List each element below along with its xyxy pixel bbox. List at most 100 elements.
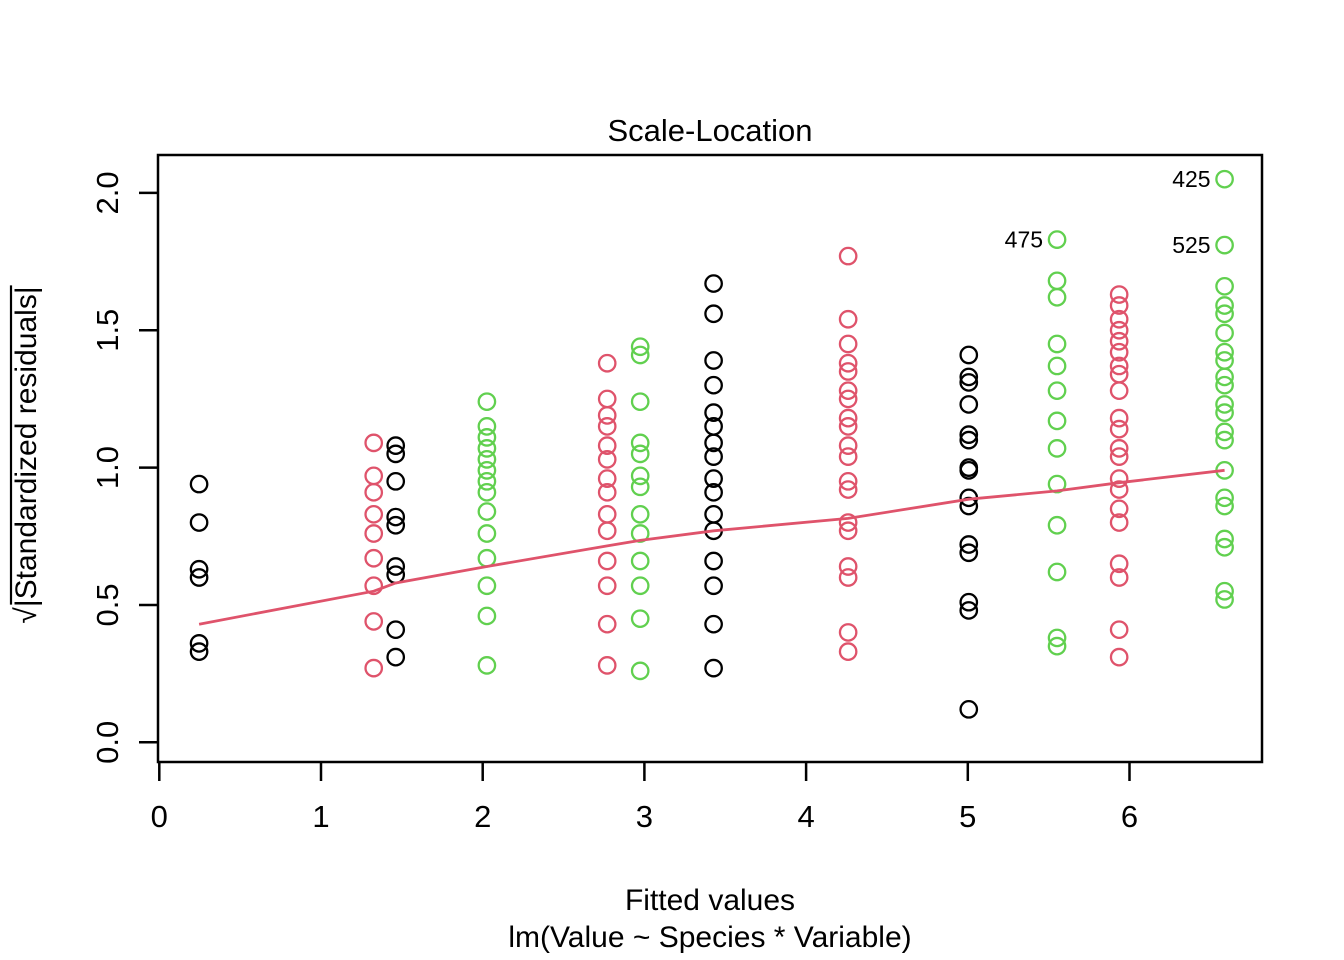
data-point bbox=[630, 576, 650, 596]
data-point bbox=[477, 606, 497, 626]
point-label: 525 bbox=[1172, 232, 1210, 258]
data-point bbox=[386, 471, 406, 491]
data-point bbox=[704, 351, 723, 370]
data-point bbox=[597, 482, 617, 502]
data-point bbox=[364, 466, 384, 486]
data-point bbox=[959, 373, 979, 392]
smooth-line bbox=[198, 468, 1225, 626]
data-point bbox=[1109, 513, 1129, 532]
data-point bbox=[1215, 342, 1234, 362]
data-point bbox=[1215, 323, 1234, 343]
data-point bbox=[1109, 419, 1129, 439]
data-point bbox=[838, 521, 858, 541]
data-point bbox=[597, 656, 617, 675]
data-point bbox=[1215, 403, 1234, 423]
data-point bbox=[1109, 647, 1129, 667]
data-point bbox=[838, 381, 858, 401]
data-point bbox=[838, 568, 858, 587]
data-point bbox=[597, 417, 617, 436]
data-point bbox=[838, 436, 858, 455]
data-point bbox=[630, 433, 650, 453]
data-point bbox=[1215, 422, 1234, 442]
data-point bbox=[1109, 381, 1129, 401]
data-point bbox=[838, 389, 858, 409]
smooth-curve bbox=[198, 468, 1225, 626]
data-point bbox=[1215, 296, 1234, 315]
y-axis-label-text: √|Standardized residuals| bbox=[10, 286, 43, 623]
data-point bbox=[630, 609, 650, 629]
data-point bbox=[1047, 287, 1067, 307]
data-point bbox=[1047, 515, 1067, 535]
data-point bbox=[1047, 562, 1067, 582]
data-point bbox=[838, 417, 858, 436]
data-point bbox=[704, 576, 723, 596]
data-point bbox=[1109, 408, 1129, 428]
data-point bbox=[1047, 356, 1067, 376]
data-point bbox=[838, 642, 858, 661]
data-point bbox=[597, 551, 617, 571]
chart-title: Scale-Location bbox=[607, 113, 812, 148]
data-point bbox=[1109, 620, 1129, 640]
data-point bbox=[597, 389, 617, 409]
data-point bbox=[1215, 430, 1234, 450]
data-point bbox=[597, 436, 617, 455]
data-point bbox=[959, 460, 979, 480]
data-point bbox=[838, 246, 858, 266]
data-point bbox=[1109, 554, 1129, 574]
data-points bbox=[189, 169, 1234, 719]
data-point bbox=[959, 367, 979, 387]
data-point bbox=[704, 469, 723, 488]
y-tick-label: 2.0 bbox=[90, 171, 125, 214]
axis-ticks bbox=[139, 191, 1131, 781]
data-point bbox=[364, 658, 384, 678]
x-axis-label: Fitted values bbox=[625, 884, 795, 917]
plot-border bbox=[156, 153, 1264, 764]
point-label: 475 bbox=[1005, 227, 1043, 253]
data-point bbox=[838, 334, 858, 354]
data-point bbox=[959, 345, 979, 365]
data-point bbox=[1109, 356, 1129, 376]
data-point bbox=[386, 515, 406, 535]
data-point bbox=[386, 436, 406, 455]
data-point bbox=[1215, 488, 1234, 508]
data-point bbox=[630, 337, 650, 357]
x-tick-label: 4 bbox=[797, 799, 814, 834]
x-tick-label: 2 bbox=[474, 799, 491, 834]
point-label: 425 bbox=[1172, 166, 1210, 192]
y-axis-label: √|Standardized residuals| bbox=[9, 285, 43, 624]
data-point bbox=[838, 480, 858, 499]
model-caption: lm(Value ~ Species * Variable) bbox=[508, 921, 911, 954]
data-point bbox=[189, 559, 209, 579]
data-point bbox=[1047, 628, 1067, 648]
data-point bbox=[597, 576, 617, 596]
data-point bbox=[1215, 375, 1234, 395]
data-point bbox=[597, 614, 617, 634]
data-point bbox=[959, 395, 979, 414]
point-labels: 425 475 525 bbox=[1005, 166, 1211, 258]
data-point bbox=[189, 634, 209, 653]
data-point bbox=[477, 524, 497, 543]
data-point bbox=[1215, 235, 1234, 255]
data-point bbox=[477, 502, 497, 521]
data-point bbox=[1109, 568, 1129, 587]
data-point bbox=[1047, 381, 1067, 401]
data-point bbox=[189, 513, 209, 532]
data-point bbox=[477, 450, 497, 469]
data-point bbox=[704, 658, 723, 678]
data-point bbox=[364, 524, 384, 543]
data-point bbox=[189, 642, 209, 661]
data-point bbox=[1047, 271, 1067, 291]
data-point bbox=[597, 353, 617, 373]
data-point bbox=[1215, 395, 1234, 414]
y-tick-labels: 0.0 0.5 1.0 1.5 2.0 bbox=[90, 171, 125, 764]
data-point bbox=[959, 699, 979, 719]
data-point bbox=[386, 507, 406, 527]
data-point bbox=[364, 433, 384, 453]
y-tick-label: 0.0 bbox=[90, 721, 125, 764]
data-point bbox=[597, 504, 617, 524]
data-point bbox=[1215, 304, 1234, 324]
data-point bbox=[597, 450, 617, 469]
data-point bbox=[704, 403, 723, 423]
y-tick-label: 1.0 bbox=[90, 446, 125, 489]
data-point bbox=[838, 408, 858, 428]
